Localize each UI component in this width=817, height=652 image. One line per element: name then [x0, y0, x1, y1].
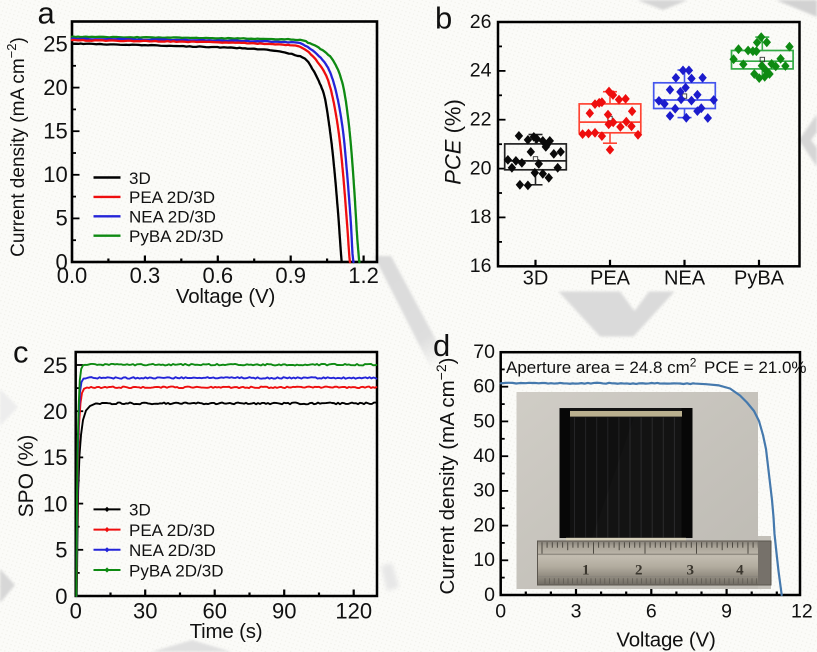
svg-text:30: 30: [133, 599, 157, 624]
svg-text:2: 2: [635, 563, 643, 579]
svg-text:NEA: NEA: [664, 267, 706, 289]
svg-text:24: 24: [470, 60, 492, 82]
svg-text:0: 0: [55, 584, 67, 609]
svg-text:0.3: 0.3: [130, 263, 161, 288]
svg-text:1: 1: [582, 563, 590, 579]
svg-text:Time (s): Time (s): [190, 620, 263, 643]
svg-text:0.0: 0.0: [57, 263, 88, 288]
svg-text:70: 70: [473, 341, 495, 363]
svg-text:PCE = 21.0%: PCE = 21.0%: [704, 358, 807, 377]
svg-text:0: 0: [495, 601, 506, 623]
svg-text:50: 50: [473, 410, 495, 432]
svg-text:0: 0: [70, 599, 82, 624]
svg-text:3D: 3D: [129, 169, 151, 188]
svg-text:c: c: [13, 335, 29, 370]
svg-text:3D: 3D: [129, 501, 151, 520]
svg-text:60: 60: [473, 376, 495, 398]
svg-text:90: 90: [272, 599, 296, 624]
svg-text:0: 0: [484, 584, 495, 606]
svg-text:120: 120: [335, 599, 372, 624]
svg-text:10: 10: [473, 549, 495, 571]
svg-text:SPO (%): SPO (%): [15, 435, 38, 518]
svg-text:Voltage (V): Voltage (V): [176, 285, 275, 308]
svg-text:40: 40: [473, 445, 495, 467]
svg-text:d: d: [433, 328, 450, 363]
svg-text:30: 30: [473, 480, 495, 502]
svg-text:20: 20: [473, 514, 495, 536]
svg-text:20: 20: [470, 157, 492, 179]
svg-text:4: 4: [736, 563, 744, 579]
svg-text:0.6: 0.6: [203, 263, 234, 288]
svg-text:15: 15: [43, 445, 67, 470]
svg-text:PEA: PEA: [590, 267, 631, 289]
svg-text:10: 10: [43, 491, 67, 516]
svg-text:6: 6: [646, 601, 657, 623]
svg-text:PEA 2D/3D: PEA 2D/3D: [129, 521, 215, 540]
svg-text:3: 3: [571, 601, 582, 623]
svg-text:b: b: [435, 1, 452, 36]
svg-text:10: 10: [43, 162, 67, 187]
svg-text:25: 25: [43, 31, 67, 56]
svg-text:0.9: 0.9: [275, 263, 306, 288]
svg-text:16: 16: [470, 255, 492, 277]
svg-text:NEA 2D/3D: NEA 2D/3D: [129, 541, 216, 560]
svg-text:5: 5: [55, 538, 67, 563]
svg-text:Voltage (V): Voltage (V): [616, 629, 715, 652]
svg-text:Current density (mA cm−2): Current density (mA cm−2): [4, 37, 29, 257]
svg-text:20: 20: [43, 75, 67, 100]
svg-text:18: 18: [470, 206, 492, 228]
svg-text:0: 0: [55, 249, 67, 274]
svg-text:60: 60: [202, 599, 226, 624]
svg-text:Aperture area = 24.8 cm2: Aperture area = 24.8 cm2: [506, 356, 697, 378]
svg-text:PCE (%): PCE (%): [441, 99, 466, 185]
svg-text:26: 26: [470, 11, 492, 33]
svg-text:PyBA 2D/3D: PyBA 2D/3D: [129, 227, 224, 246]
svg-text:3D: 3D: [523, 267, 549, 289]
svg-text:12: 12: [791, 601, 813, 623]
svg-text:NEA 2D/3D: NEA 2D/3D: [129, 208, 216, 227]
svg-text:3: 3: [686, 563, 694, 579]
svg-text:9: 9: [721, 601, 732, 623]
svg-text:15: 15: [43, 119, 67, 144]
svg-text:Current density (mA cm−2): Current density (mA cm−2): [433, 358, 459, 595]
svg-text:5: 5: [55, 206, 67, 231]
svg-text:1.2: 1.2: [348, 263, 379, 288]
svg-text:PEA 2D/3D: PEA 2D/3D: [129, 188, 215, 207]
svg-text:PyBA: PyBA: [734, 267, 785, 289]
svg-text:22: 22: [470, 109, 492, 131]
svg-text:25: 25: [43, 353, 67, 378]
svg-text:20: 20: [43, 399, 67, 424]
svg-text:PyBA 2D/3D: PyBA 2D/3D: [129, 561, 224, 580]
svg-text:a: a: [38, 0, 56, 31]
